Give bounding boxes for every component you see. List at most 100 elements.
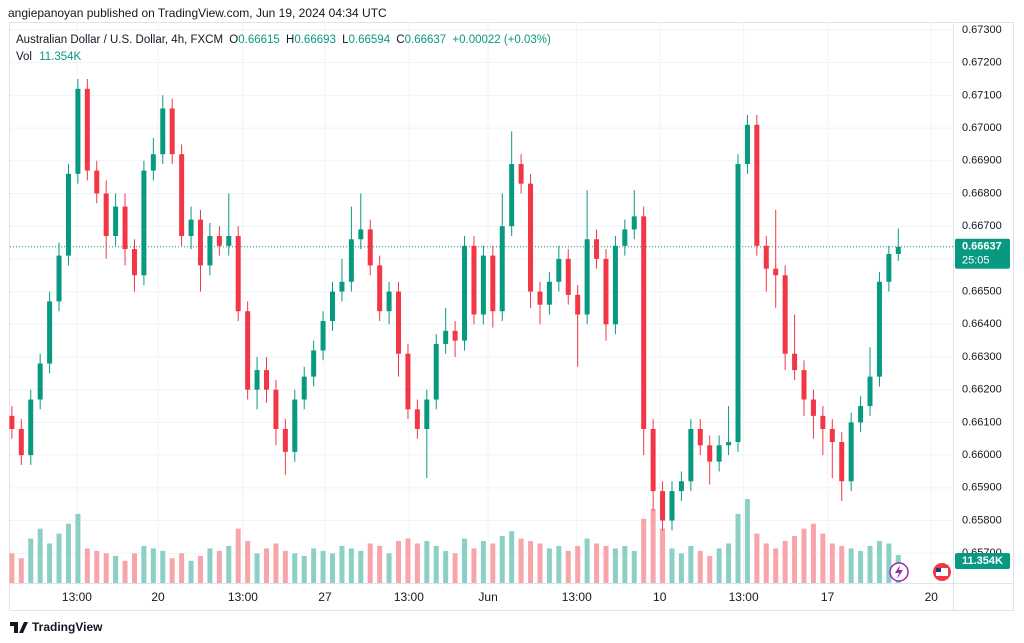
volume-bar: [839, 545, 845, 583]
candle-body: [886, 253, 892, 282]
x-tick-label: 13:00: [562, 590, 592, 604]
volume-bar: [188, 560, 194, 583]
candle-body: [348, 239, 354, 282]
candle-body: [414, 409, 420, 429]
volume-bar: [141, 545, 147, 583]
flag-canton: [936, 568, 941, 572]
candle-body: [669, 491, 675, 521]
volume-bar: [160, 550, 166, 583]
candle-body: [603, 258, 609, 325]
x-tick-label: 17: [821, 590, 835, 604]
x-tick-label: Jun: [478, 590, 497, 604]
candle-body: [65, 173, 71, 256]
candle-body: [556, 258, 562, 282]
candle-body: [122, 206, 128, 250]
volume-bar: [292, 553, 298, 583]
x-tick-label: 13:00: [729, 590, 759, 604]
last-price-label: 0.66637: [962, 241, 1002, 253]
volume-bar: [867, 545, 873, 583]
candle-body: [660, 491, 666, 521]
candle-body: [377, 265, 383, 312]
candle-body: [594, 239, 600, 259]
candle-body: [330, 291, 336, 322]
candle-body: [867, 376, 873, 407]
volume-bar: [480, 541, 486, 583]
volume-bar: [678, 553, 684, 583]
candle-body: [150, 154, 156, 171]
candle-body: [245, 311, 251, 390]
candle-body: [292, 399, 298, 452]
candle-body: [839, 442, 845, 482]
volume-bar: [396, 541, 402, 583]
high-key: H: [286, 34, 294, 46]
volume-bar: [273, 543, 279, 583]
volume-bar: [876, 541, 882, 583]
candle-body: [575, 294, 581, 315]
candle-body: [716, 445, 722, 462]
volume-bar: [367, 543, 373, 583]
x-tick-label: 27: [318, 590, 332, 604]
volume-bar: [113, 555, 119, 583]
candle-body: [452, 330, 458, 341]
volume-bar: [424, 541, 430, 583]
volume-bar: [122, 560, 128, 583]
low-key: L: [342, 34, 349, 46]
candle-body: [565, 258, 571, 295]
volume-bar: [169, 558, 175, 583]
candle-body: [433, 343, 439, 400]
open-value: 0.66615: [238, 34, 280, 46]
y-tick-label: 0.66700: [962, 220, 1002, 232]
volume-bar: [348, 548, 354, 583]
candle-body: [273, 389, 279, 429]
candle-body: [188, 219, 194, 236]
volume-tag-label: 11.354K: [962, 555, 1003, 567]
volume-bar: [245, 541, 251, 583]
y-tick-label: 0.66500: [962, 286, 1002, 298]
volume-bar: [754, 533, 760, 583]
candle-body: [358, 229, 364, 240]
candle-body: [197, 219, 203, 266]
candle-body: [282, 428, 288, 452]
candle-body: [537, 291, 543, 305]
candle-body: [895, 246, 901, 254]
candle-body: [801, 370, 807, 400]
candle-body: [424, 399, 430, 429]
volume-bar: [612, 548, 618, 583]
volume-bar: [650, 508, 656, 583]
volume-bar: [254, 553, 260, 583]
indicator-icons: [889, 562, 951, 582]
close-key: C: [396, 34, 404, 46]
flag-glyph: [936, 568, 948, 576]
volume-bar: [311, 548, 317, 583]
candle-body: [9, 415, 15, 429]
volume-value: 11.354K: [39, 51, 81, 63]
volume-bar: [499, 536, 505, 583]
volume-bar: [858, 550, 864, 583]
volume-bar: [575, 545, 581, 583]
volume-bar: [603, 545, 609, 583]
volume-bar: [622, 545, 628, 583]
volume-bar: [18, 558, 24, 583]
volume-bar: [150, 548, 156, 583]
candle-body: [490, 255, 496, 312]
candle-body: [726, 442, 732, 446]
low-value: 0.66594: [349, 34, 391, 46]
candle-body: [339, 281, 345, 292]
axes: 0.67300 0.67200 0.67100 0.67000 0.66900 0.668…: [62, 24, 1002, 604]
volume-bar: [546, 548, 552, 583]
volume-bar: [509, 531, 515, 583]
candle-body: [622, 229, 628, 246]
y-tick-label: 0.65900: [962, 482, 1002, 494]
volume-bar: [47, 543, 53, 583]
volume-bar: [56, 533, 62, 583]
volume-bar: [452, 553, 458, 583]
volume-bar: [207, 548, 213, 583]
candle-body: [367, 229, 373, 266]
volume-bar: [792, 536, 798, 583]
candle-body: [754, 124, 760, 246]
candle-body: [641, 216, 647, 429]
volume-bar: [414, 543, 420, 583]
candle-body: [744, 124, 750, 165]
x-tick-label: 13:00: [228, 590, 258, 604]
